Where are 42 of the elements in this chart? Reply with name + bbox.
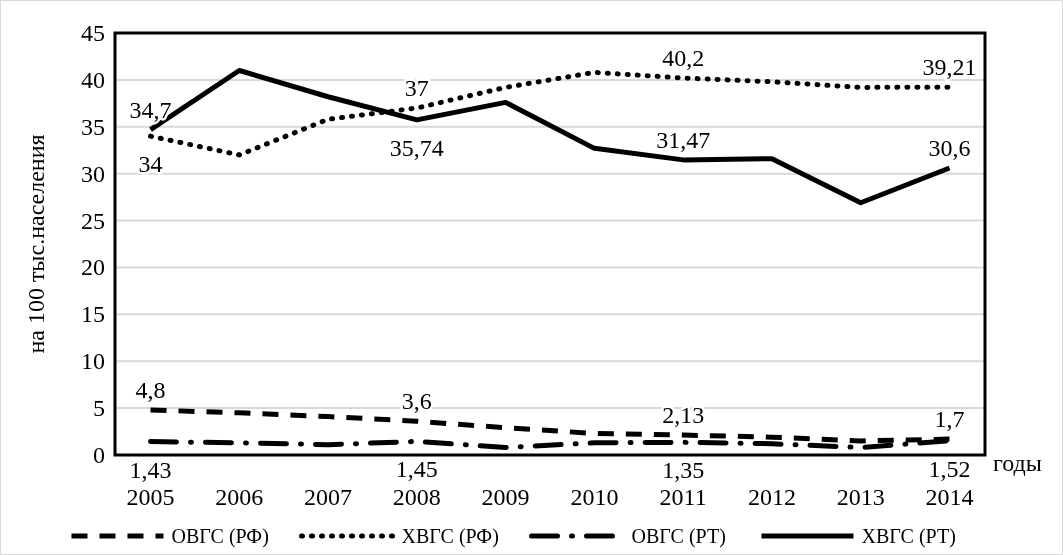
x-tick-label: 2011 [659, 484, 707, 510]
y-tick-label: 20 [81, 254, 105, 281]
legend-label: ХВГС (РФ) [401, 525, 499, 548]
data-label: 40,2 [662, 45, 705, 72]
data-label: 2,13 [662, 402, 705, 429]
data-label: 39,21 [922, 54, 977, 81]
x-tick-label: 2010 [570, 484, 619, 510]
data-label: 1,43 [129, 456, 172, 483]
x-tick-label: 2014 [925, 484, 974, 510]
data-label: 34,7 [129, 96, 172, 123]
y-tick-label: 10 [81, 348, 105, 375]
data-label: 1,35 [662, 457, 705, 484]
data-label: 1,7 [934, 406, 965, 433]
data-label: 35,74 [389, 134, 444, 161]
x-tick-label: 2013 [836, 484, 885, 510]
legend-label: ОВГС (РФ) [171, 525, 269, 548]
y-axis-title: на 100 тыс.населения [23, 134, 49, 354]
y-tick-label: 15 [81, 301, 105, 328]
x-tick-label: 2008 [392, 484, 441, 510]
y-tick-label: 45 [81, 20, 105, 46]
x-tick-label: 2005 [126, 484, 175, 510]
data-label: 3,6 [401, 388, 432, 415]
data-label: 1,52 [928, 455, 971, 482]
y-tick-label: 25 [81, 207, 105, 234]
y-tick-label: 5 [93, 395, 105, 422]
data-label: 4,8 [135, 376, 166, 403]
x-tick-label: 2009 [481, 484, 530, 510]
y-tick-label: 40 [81, 66, 105, 93]
data-label: 30,6 [928, 135, 971, 162]
data-label: 34 [138, 151, 163, 178]
y-tick-label: 35 [81, 113, 105, 140]
data-label: 37 [404, 75, 429, 102]
x-tick-label: 2007 [304, 484, 353, 510]
x-tick-label: 2012 [747, 484, 796, 510]
legend-label: ОВГС (РТ) [631, 525, 726, 548]
y-tick-label: 0 [93, 442, 105, 468]
legend-label: ХВГС (РТ) [861, 525, 956, 548]
y-tick-label: 30 [81, 160, 105, 187]
x-tick-label: 2006 [215, 484, 264, 510]
data-label: 31,47 [656, 126, 711, 153]
x-axis-title: годы [993, 450, 1042, 476]
data-label: 1,45 [395, 456, 438, 483]
